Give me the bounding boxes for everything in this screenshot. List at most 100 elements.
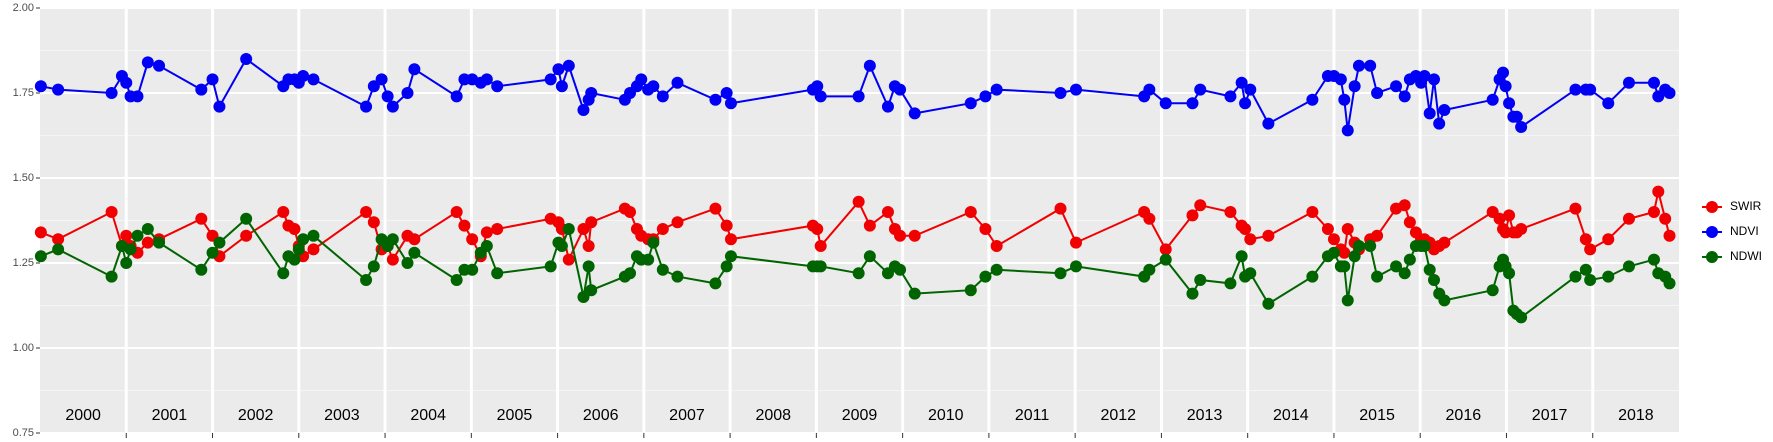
data-point [1647,253,1660,266]
data-point [297,233,310,246]
data-point [894,263,907,276]
legend-label: NDVI [1730,224,1759,238]
data-point [1371,229,1384,242]
data-point [480,240,493,252]
data-point [1321,223,1334,235]
data-point [671,270,684,283]
data-point [408,246,421,259]
data-point [1602,97,1615,110]
data-point [206,246,219,259]
data-point [720,260,733,273]
data-point [656,263,669,276]
data-point [105,87,118,99]
data-point [1579,263,1592,276]
year-label: 2010 [928,407,964,424]
data-point [1503,209,1516,222]
data-point [1486,284,1499,297]
data-point [908,287,921,300]
data-point [964,284,977,297]
data-point [1143,83,1156,96]
data-point [480,73,493,86]
data-point [213,236,226,249]
year-label: 2008 [755,407,791,424]
data-point [1602,233,1615,246]
data-point [1584,83,1597,96]
data-point [105,206,118,218]
data-point [624,267,637,280]
data-point [1584,243,1597,256]
data-point [1579,233,1592,246]
data-point [1403,253,1416,266]
data-point [1515,121,1528,133]
legend-marker [1706,251,1718,263]
data-point [724,97,737,110]
data-point [1306,93,1319,106]
data-point [585,87,598,99]
data-point [863,219,876,232]
data-point [1364,240,1377,252]
y-tick-label: 0.75 [13,427,34,439]
data-point [1262,297,1275,310]
data-point [1327,233,1340,246]
data-point [1398,199,1411,212]
data-point [52,83,65,96]
data-point [34,226,47,239]
data-point [1224,277,1237,290]
data-point [1235,250,1248,263]
data-point [401,257,414,269]
data-point [624,206,637,218]
data-point [307,229,320,242]
data-point [1159,243,1172,256]
data-point [1341,294,1354,307]
data-point [1418,240,1431,252]
data-point [577,291,590,303]
data-point [1569,270,1582,283]
year-label: 2006 [583,407,619,424]
year-label: 2011 [1015,407,1050,424]
data-point [1433,117,1446,130]
data-point [1438,236,1451,249]
data-point [585,216,598,229]
year-label: 2012 [1100,407,1136,424]
data-point [1390,80,1403,93]
data-point [1143,212,1156,225]
data-point [724,233,737,246]
data-point [990,240,1003,252]
data-point [1652,185,1665,198]
data-point [1418,70,1431,82]
data-point [1186,287,1199,300]
data-point [307,73,320,86]
data-point [240,212,253,225]
legend-label: NDWI [1730,249,1762,263]
data-point [814,90,827,103]
data-point [1186,209,1199,222]
data-point [1352,59,1365,72]
data-point [671,216,684,229]
y-tick-label: 1.25 [13,257,34,269]
data-point [386,233,399,246]
data-point [458,219,471,232]
data-point [491,80,504,93]
data-point [1403,216,1416,229]
data-point [141,236,154,249]
data-point [1054,267,1067,280]
data-point [1334,73,1347,86]
data-point [1348,250,1361,263]
data-point [852,267,865,280]
data-point [1159,97,1172,110]
data-point [1622,212,1635,225]
data-point [577,223,590,235]
data-point [1398,267,1411,280]
data-point [480,226,493,239]
data-point [990,263,1003,276]
data-point [964,206,977,218]
data-point [1054,87,1067,99]
data-point [1338,93,1351,106]
data-point [642,253,655,266]
data-point [1663,277,1676,290]
data-point [381,90,394,103]
data-point [408,63,421,76]
legend-marker [1706,226,1718,238]
data-point [1186,97,1199,110]
